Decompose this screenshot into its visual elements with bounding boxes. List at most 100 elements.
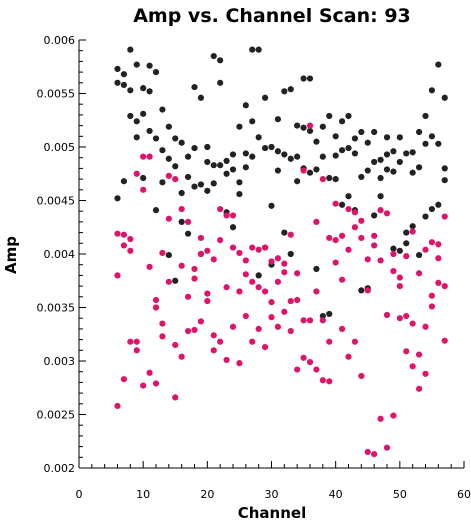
data-point-dark: [165, 123, 172, 130]
data-point-pink: [441, 213, 448, 220]
data-point-dark: [383, 166, 391, 173]
data-point-pink: [281, 269, 288, 276]
data-point-dark: [281, 88, 288, 95]
y-tick-label: 0.003: [44, 355, 76, 368]
data-point-pink: [364, 448, 371, 456]
data-point-pink: [319, 377, 326, 384]
data-point-dark: [140, 85, 147, 92]
data-point-pink: [326, 338, 333, 345]
data-point-dark: [229, 224, 237, 231]
data-point-pink: [146, 263, 153, 270]
data-point-dark: [326, 174, 333, 182]
data-point-dark: [403, 150, 410, 157]
data-point-pink: [249, 244, 256, 251]
data-point-pink: [306, 317, 314, 324]
data-point-pink: [422, 370, 429, 377]
x-tick-label: 20: [200, 488, 214, 501]
data-point-pink: [281, 260, 288, 267]
x-tick-label: 30: [265, 488, 279, 501]
data-point-dark: [114, 79, 121, 86]
data-point-pink: [338, 232, 346, 239]
data-point-dark: [371, 212, 378, 219]
y-tick-label: 0.002: [44, 462, 76, 475]
x-tick-label: 50: [393, 488, 407, 501]
data-point-dark: [133, 134, 140, 141]
data-point-dark: [294, 122, 301, 129]
data-point-dark: [338, 118, 346, 125]
data-point-pink: [300, 167, 307, 174]
data-point-dark: [287, 86, 294, 93]
data-point-dark: [191, 144, 198, 152]
data-point-pink: [351, 338, 359, 345]
data-point-dark: [210, 52, 217, 60]
x-axis-label: Channel: [238, 504, 306, 522]
chart-title: Amp vs. Channel Scan: 93: [133, 5, 411, 27]
data-point-dark: [146, 127, 153, 135]
data-point-pink: [313, 366, 320, 373]
data-point-pink: [204, 297, 211, 305]
data-point-pink: [159, 249, 166, 257]
data-point-pink: [422, 323, 429, 330]
data-point-pink: [428, 239, 436, 246]
data-point-dark: [165, 251, 172, 259]
data-point-pink: [242, 312, 249, 320]
data-point-dark: [435, 140, 442, 147]
data-point-pink: [319, 317, 326, 324]
data-point-pink: [268, 314, 275, 321]
data-point-pink: [435, 255, 442, 262]
data-point-pink: [364, 287, 371, 294]
data-point-pink: [409, 363, 416, 370]
data-point-pink: [338, 276, 346, 283]
data-point-pink: [428, 292, 436, 299]
data-point-pink: [351, 224, 359, 231]
data-point-dark: [345, 193, 352, 200]
data-point-dark: [146, 88, 153, 95]
data-point-pink: [178, 353, 185, 360]
data-point-pink: [152, 296, 160, 304]
data-point-pink: [294, 270, 301, 277]
data-point-dark: [274, 148, 282, 155]
data-point-dark: [306, 75, 314, 82]
data-point-pink: [358, 372, 365, 380]
data-point-pink: [191, 275, 198, 282]
axes: 0.002 0.0025 0.003 0.0035 0.004 0.0045 0.005 0.…: [37, 34, 471, 501]
data-point-dark: [351, 150, 359, 157]
data-point-pink: [120, 231, 128, 238]
data-point-dark: [172, 163, 179, 170]
data-point-dark: [197, 181, 205, 188]
data-point-pink: [358, 234, 365, 242]
data-point-pink: [306, 122, 314, 129]
data-point-pink: [345, 246, 352, 253]
data-point-pink: [390, 268, 397, 275]
data-point-dark: [422, 213, 429, 220]
data-point-pink: [210, 256, 217, 263]
data-point-dark: [184, 230, 192, 237]
data-point-pink: [197, 318, 205, 325]
data-point-dark: [441, 165, 448, 172]
data-point-dark: [396, 134, 403, 141]
data-point-dark: [371, 158, 378, 166]
data-point-pink: [191, 326, 198, 334]
data-point-pink: [326, 234, 333, 242]
data-point-pink: [127, 235, 134, 243]
data-point-dark: [390, 245, 397, 252]
data-point-dark: [255, 46, 262, 53]
data-point-pink: [210, 332, 217, 339]
data-point-pink: [358, 217, 365, 224]
data-point-dark: [281, 151, 288, 158]
data-point-pink: [294, 366, 301, 373]
data-point-pink: [159, 333, 166, 340]
data-point-pink: [229, 212, 237, 219]
data-point-pink: [441, 283, 448, 290]
data-point-dark: [184, 173, 192, 181]
data-point-pink: [255, 284, 262, 291]
data-point-pink: [184, 293, 192, 300]
data-point-pink: [184, 218, 192, 225]
data-point-dark: [204, 143, 211, 151]
data-point-pink: [294, 296, 301, 304]
data-point-dark: [409, 169, 416, 176]
data-point-dark: [223, 170, 230, 177]
data-point-dark: [268, 143, 275, 151]
data-point-dark: [287, 250, 294, 258]
data-point-dark: [383, 151, 391, 158]
